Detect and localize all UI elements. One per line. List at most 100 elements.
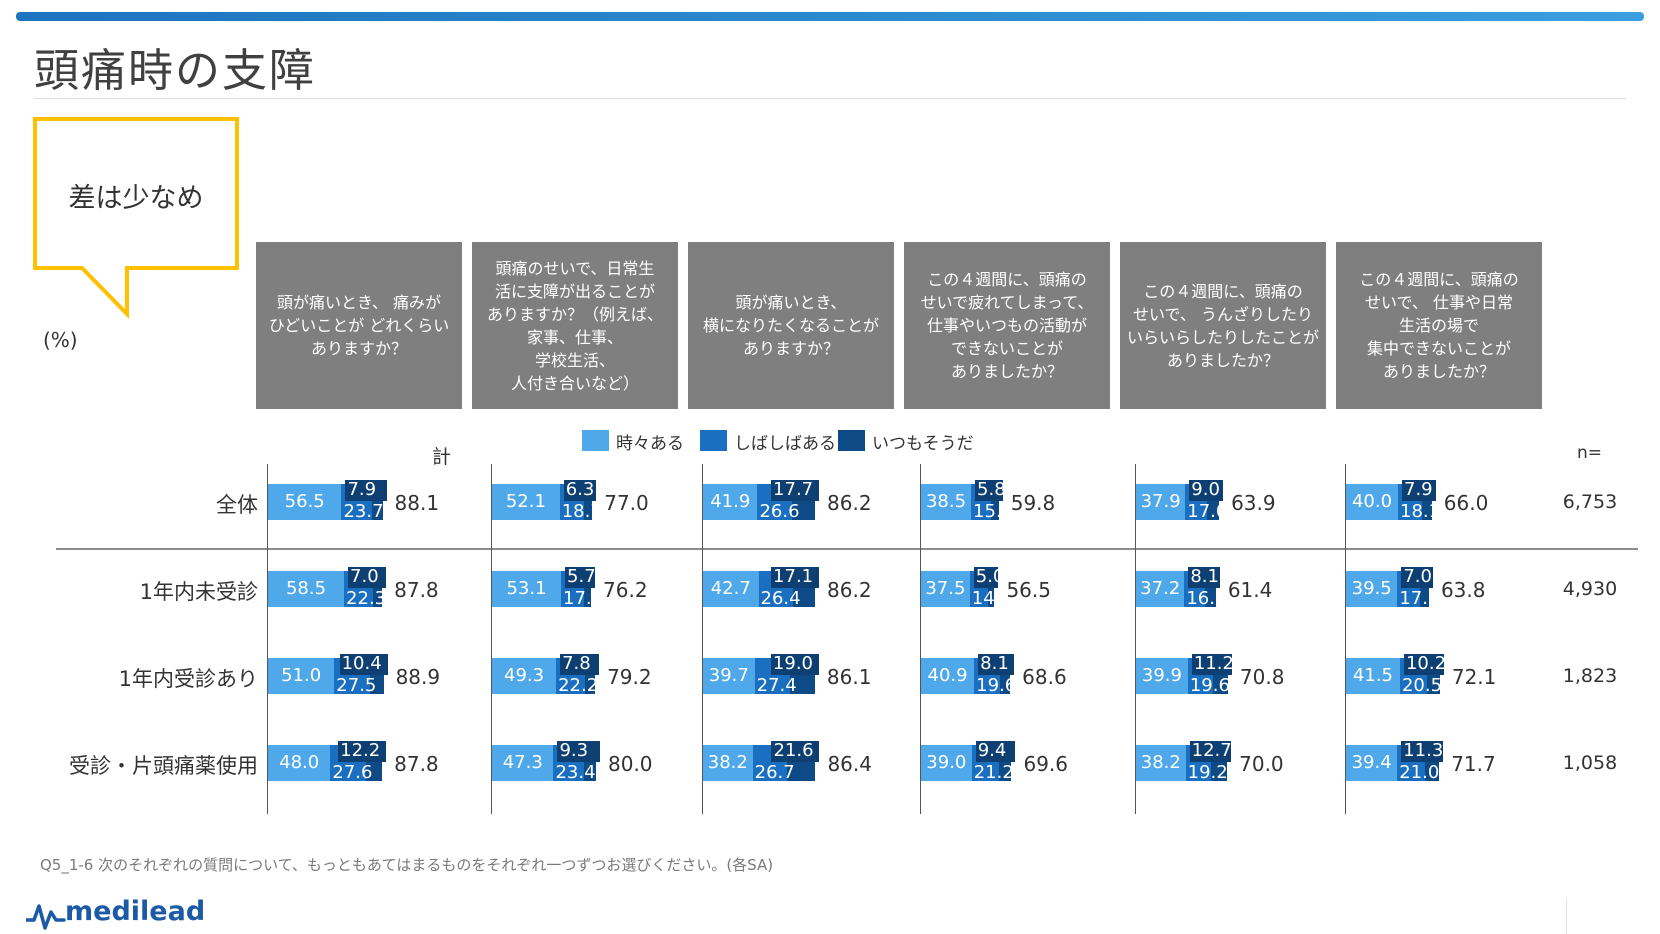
data-label-always-bg	[338, 741, 387, 762]
bar-always	[1421, 484, 1432, 520]
data-label-always: 12.2	[340, 740, 381, 761]
data-label-often: 18.1	[1400, 501, 1441, 522]
bar-sometimes	[921, 484, 972, 520]
bar-sometimes	[1136, 571, 1185, 607]
data-label-sometimes: 37.9	[1140, 491, 1181, 512]
unit-label: (%)	[43, 328, 78, 352]
data-label-sometimes: 41.5	[1352, 665, 1393, 686]
data-label-total: 76.2	[603, 578, 648, 602]
data-label-always: 7.8	[562, 653, 591, 674]
column-axis-line	[920, 464, 921, 814]
medilead-logo-icon	[26, 904, 66, 930]
legend: 時々ある しばしばある いつもそうだ	[582, 429, 974, 454]
bar-sometimes	[268, 571, 345, 607]
data-label-sometimes: 39.9	[1141, 665, 1182, 686]
data-label-often: 19.6	[976, 675, 1017, 696]
data-label-always: 21.6	[773, 740, 814, 761]
n-value: 1,823	[1562, 665, 1618, 687]
data-label-sometimes: 42.7	[710, 578, 751, 599]
data-label-total: 80.0	[608, 752, 653, 776]
data-label-always: 5.7	[567, 566, 596, 587]
data-label-often: 20.5	[1401, 675, 1443, 696]
data-label-total: 86.4	[827, 752, 872, 776]
data-label-always: 10.4	[341, 653, 382, 674]
data-label-always: 7.9	[1404, 479, 1433, 500]
data-label-always-bg	[975, 741, 1016, 762]
data-label-always: 11.2	[1193, 653, 1234, 674]
data-label-total: 72.1	[1451, 665, 1497, 689]
data-label-total: 70.0	[1239, 752, 1284, 776]
data-label-total: 56.5	[1006, 578, 1051, 602]
bar-always	[373, 571, 383, 607]
data-label-total: 71.7	[1451, 752, 1496, 776]
data-label-total: 59.8	[1010, 491, 1056, 515]
data-label-total: 86.2	[827, 491, 872, 515]
legend-swatch-often	[700, 430, 727, 451]
bar-sometimes	[1136, 745, 1186, 781]
data-label-sometimes: 39.7	[708, 665, 749, 686]
data-label-always: 9.3	[559, 740, 589, 761]
page-title: 頭痛時の支障	[34, 44, 317, 97]
data-label-always-bg	[1191, 654, 1232, 675]
bar-sometimes	[1346, 745, 1398, 781]
data-label-sometimes: 38.5	[925, 491, 967, 512]
data-label-always: 9.4	[977, 740, 1007, 761]
bar-sometimes	[492, 484, 560, 520]
data-label-total: 61.4	[1227, 578, 1273, 602]
data-label-sometimes: 58.5	[285, 578, 327, 599]
bar-always	[372, 484, 383, 520]
question-header-3: 頭が痛いとき、 横になりたくなることが ありますか？	[688, 242, 894, 409]
data-label-always-bg	[563, 480, 597, 501]
bar-always	[991, 484, 999, 520]
logo-text: medilead	[65, 896, 206, 927]
legend-swatch-sometimes	[582, 430, 609, 451]
data-label-always: 12.7	[1191, 740, 1232, 761]
data-label-often: 18.7	[561, 501, 602, 522]
data-label-always-bg	[560, 654, 600, 675]
total-column-header: 計	[432, 446, 452, 468]
data-label-often: 19.6	[1189, 675, 1230, 696]
data-label-always: 19.0	[772, 653, 813, 674]
data-label-sometimes: 51.0	[281, 665, 322, 686]
question-header-1: 頭が痛いとき、 痛みが ひどいことが どれくらい ありますか？	[256, 242, 462, 409]
data-label-always-bg	[1401, 567, 1433, 588]
data-label-often: 17.4	[563, 588, 604, 609]
bar-sometimes	[703, 571, 759, 607]
data-label-always-bg	[1189, 741, 1232, 762]
n-value: 1,058	[1562, 752, 1618, 774]
data-label-total: 79.2	[607, 665, 652, 689]
legend-label-sometimes: 時々ある	[616, 434, 684, 454]
data-label-total: 69.6	[1023, 752, 1068, 776]
data-label-always-bg	[1402, 480, 1436, 501]
bar-sometimes	[703, 658, 755, 694]
data-label-often: 16.1	[1186, 588, 1227, 609]
data-label-total: 63.8	[1440, 578, 1486, 602]
data-label-total: 77.0	[604, 491, 649, 515]
data-label-always-bg	[1403, 654, 1444, 675]
bar-sometimes	[1346, 571, 1398, 607]
data-label-often: 15.5	[973, 501, 1014, 522]
data-label-often: 21.0	[1399, 762, 1440, 783]
bar-sometimes	[492, 658, 557, 694]
data-label-always-bg	[973, 567, 999, 588]
bar-sometimes	[492, 571, 562, 607]
bar-sometimes	[1136, 484, 1186, 520]
data-label-always: 7.0	[350, 566, 379, 587]
data-label-always-bg	[771, 741, 820, 762]
bar-always	[987, 571, 995, 607]
data-label-always-bg	[557, 741, 600, 762]
column-axis-line	[491, 464, 492, 814]
data-label-always-bg	[975, 480, 1003, 501]
bar-sometimes	[268, 658, 335, 694]
column-axis-line	[702, 464, 703, 814]
bar-sometimes	[703, 745, 753, 781]
data-label-always: 9.0	[1191, 479, 1220, 500]
column-axis-line	[267, 464, 268, 814]
footnote: Q5_1-6 次のそれぞれの質問について、もっともあてはまるものをそれぞれ一つず…	[40, 856, 774, 874]
data-label-often: 23.4	[555, 762, 596, 783]
data-label-often: 23.7	[343, 501, 384, 522]
bar-always	[1207, 484, 1220, 520]
data-label-often: 21.2	[973, 762, 1014, 783]
data-label-sometimes: 41.9	[710, 491, 751, 512]
bar-sometimes	[492, 745, 554, 781]
